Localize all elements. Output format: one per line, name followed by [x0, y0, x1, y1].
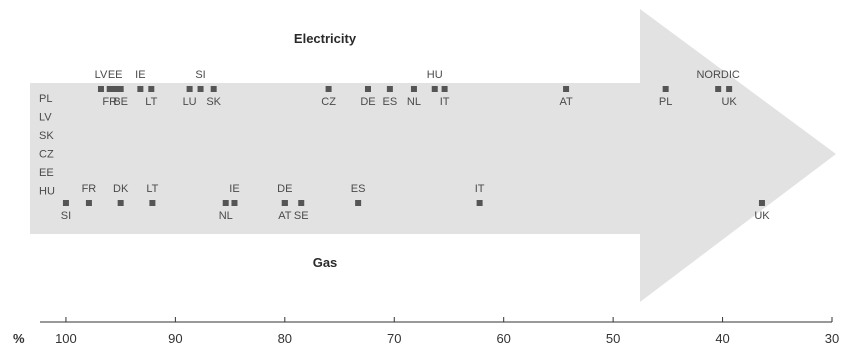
- marker-electricity-pl: [662, 86, 669, 92]
- tick-label-50: 50: [606, 331, 620, 346]
- marker-gas-se: [298, 200, 305, 206]
- x-axis-ticks: 100 90 80 70 60 50 40 30: [55, 317, 839, 346]
- stacked-label-ee: EE: [39, 167, 54, 179]
- stacked-label-hu: HU: [39, 186, 55, 198]
- label-gas-nl: NL: [219, 210, 233, 222]
- label-electricity-cz: CZ: [321, 96, 336, 108]
- tick-label-70: 70: [387, 331, 401, 346]
- stacked-label-sk: SK: [39, 130, 54, 142]
- marker-gas-ie: [231, 200, 238, 206]
- label-gas-dk: DK: [113, 183, 129, 195]
- tick-label-30: 30: [825, 331, 839, 346]
- marker-gas-at: [281, 200, 288, 206]
- axis-unit-label: %: [13, 331, 25, 346]
- stacked-label-lv: LV: [39, 112, 52, 124]
- label-electricity-nordic: NORDIC: [696, 69, 739, 81]
- marker-electricity-de: [364, 86, 371, 92]
- marker-electricity-nordic: [715, 86, 722, 92]
- label-electricity-be: BE: [113, 96, 128, 108]
- label-electricity-sk: SK: [206, 96, 221, 108]
- label-electricity-lv: LV: [95, 69, 108, 81]
- marker-electricity-ee: [112, 86, 119, 92]
- label-gas-it: IT: [475, 183, 485, 195]
- stacked-country-labels: PL LV SK CZ EE HU: [39, 93, 55, 198]
- marker-electricity-lv: [97, 86, 104, 92]
- label-electricity-ie: IE: [135, 69, 145, 81]
- tick-label-60: 60: [496, 331, 510, 346]
- marker-electricity-uk: [726, 86, 733, 92]
- marker-electricity-hu: [431, 86, 438, 92]
- marker-gas-lt: [149, 200, 156, 206]
- tick-label-90: 90: [168, 331, 182, 346]
- tick-label-100: 100: [55, 331, 77, 346]
- marker-electricity-be: [117, 86, 124, 92]
- marker-electricity-lt: [148, 86, 155, 92]
- label-electricity-ee: EE: [108, 69, 123, 81]
- label-gas-es: ES: [351, 183, 366, 195]
- label-gas-de: DE: [277, 183, 292, 195]
- label-electricity-de: DE: [360, 96, 375, 108]
- label-electricity-si: SI: [195, 69, 205, 81]
- marker-gas-dk: [117, 200, 124, 206]
- marker-electricity-nl: [410, 86, 417, 92]
- label-electricity-lu: LU: [183, 96, 197, 108]
- arrow-shape: [30, 9, 836, 302]
- marker-gas-nl: [222, 200, 229, 206]
- tick-label-80: 80: [278, 331, 292, 346]
- marker-gas-si: [62, 200, 69, 206]
- marker-electricity-cz: [325, 86, 332, 92]
- label-gas-fr: FR: [82, 183, 97, 195]
- label-electricity-es: ES: [383, 96, 398, 108]
- label-electricity-at: AT: [559, 96, 573, 108]
- marker-electricity-si: [197, 86, 204, 92]
- label-electricity-fr: FR: [102, 96, 117, 108]
- marker-electricity-it: [441, 86, 448, 92]
- marker-electricity-es: [386, 86, 393, 92]
- label-electricity-lt: LT: [145, 96, 157, 108]
- label-electricity-nl: NL: [407, 96, 421, 108]
- marker-electricity-at: [563, 86, 570, 92]
- label-electricity-uk: UK: [721, 96, 737, 108]
- label-electricity-hu: HU: [427, 69, 443, 81]
- label-gas-lt: LT: [146, 183, 158, 195]
- marker-gas-fr: [85, 200, 92, 206]
- label-gas-se: SE: [294, 210, 309, 222]
- label-gas-ie: IE: [229, 183, 239, 195]
- label-gas-at: AT: [278, 210, 292, 222]
- tick-label-40: 40: [715, 331, 729, 346]
- marker-electricity-ie: [137, 86, 144, 92]
- marker-gas-es: [355, 200, 362, 206]
- electricity-title: Electricity: [294, 31, 357, 46]
- marker-electricity-fr: [106, 86, 113, 92]
- gas-title: Gas: [313, 255, 338, 270]
- marker-electricity-sk: [210, 86, 217, 92]
- marker-gas-it: [476, 200, 483, 206]
- marker-gas-uk: [758, 200, 765, 206]
- label-gas-si: SI: [61, 210, 71, 222]
- label-electricity-pl: PL: [659, 96, 672, 108]
- stacked-label-cz: CZ: [39, 149, 54, 161]
- label-electricity-it: IT: [440, 96, 450, 108]
- marker-electricity-lu: [186, 86, 193, 92]
- label-gas-uk: UK: [754, 210, 770, 222]
- stacked-label-pl: PL: [39, 93, 52, 105]
